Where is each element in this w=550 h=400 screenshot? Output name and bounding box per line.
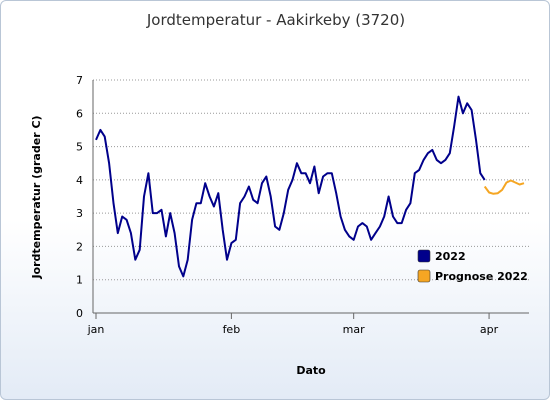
legend-label: 2022: [435, 250, 466, 263]
chart-title: Jordtemperatur - Aakirkeby (3720): [146, 11, 405, 29]
y-tick-label: 4: [76, 174, 83, 187]
y-tick-label: 0: [76, 307, 83, 320]
y-tick-label: 7: [76, 74, 83, 87]
x-tick-label: mar: [343, 323, 365, 336]
y-tick-label: 6: [76, 107, 83, 120]
legend-label: Prognose 2022: [435, 270, 528, 283]
legend: 2022 Prognose 2022: [417, 249, 528, 283]
y-tick-label: 2: [76, 240, 83, 253]
series-line-prognose-2022: [483, 179, 525, 195]
x-axis-label: Dato: [296, 364, 326, 377]
y-tick-labels: 0 1 2 3 4 5 6 7: [76, 74, 83, 320]
axes: [92, 80, 529, 314]
x-tick-label: feb: [223, 323, 241, 336]
y-tick-label: 1: [76, 274, 83, 287]
series-lines: [95, 95, 525, 278]
y-tick-label: 3: [76, 207, 83, 220]
y-axis-label: Jordtemperatur (grader C): [30, 115, 43, 279]
x-tick-label: jan: [87, 323, 105, 336]
legend-swatch: [417, 249, 431, 263]
x-tick-label: apr: [480, 323, 499, 336]
series-line-2022: [95, 95, 486, 278]
y-tick-label: 5: [76, 141, 83, 154]
x-tick-labels: jan feb mar apr: [87, 313, 499, 336]
legend-swatch: [417, 269, 431, 283]
